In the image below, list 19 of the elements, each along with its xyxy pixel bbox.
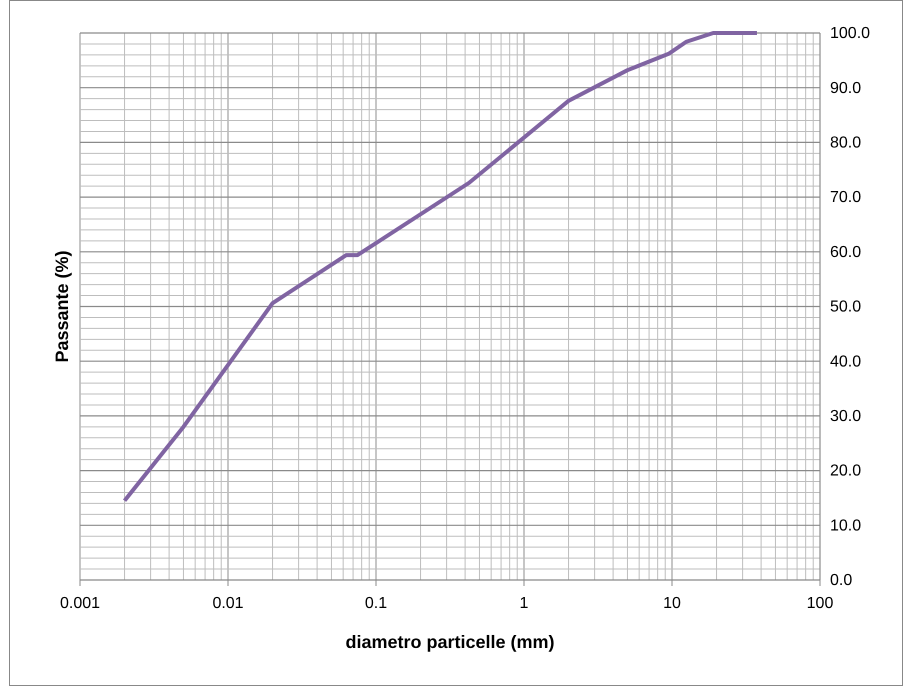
y-tick-label: 40.0 [830, 353, 862, 370]
y-tick-label: 50.0 [830, 298, 862, 316]
x-tick-label: 1 [520, 595, 529, 612]
y-tick-label: 80.0 [830, 134, 862, 152]
y-tick-label: 60.0 [830, 244, 862, 261]
y-tick-label: 90.0 [830, 80, 862, 97]
x-tick-label: 100 [806, 595, 834, 612]
y-tick-label: 20.0 [830, 462, 862, 480]
x-tick-label: 0.001 [60, 595, 100, 612]
y-tick-label: 10.0 [830, 517, 862, 534]
x-tick-label: 0.1 [364, 595, 388, 612]
y-axis-title: Passante (%) [52, 250, 72, 363]
x-tick-label: 10 [663, 595, 681, 612]
y-tick-label: 100.0 [830, 25, 870, 42]
y-tick-label: 0.0 [830, 572, 852, 590]
x-tick-label: 0.01 [212, 595, 244, 612]
y-tick-label: 70.0 [830, 189, 862, 206]
x-axis-title: diametro particelle (mm) [345, 632, 555, 652]
y-tick-label: 30.0 [830, 408, 862, 426]
